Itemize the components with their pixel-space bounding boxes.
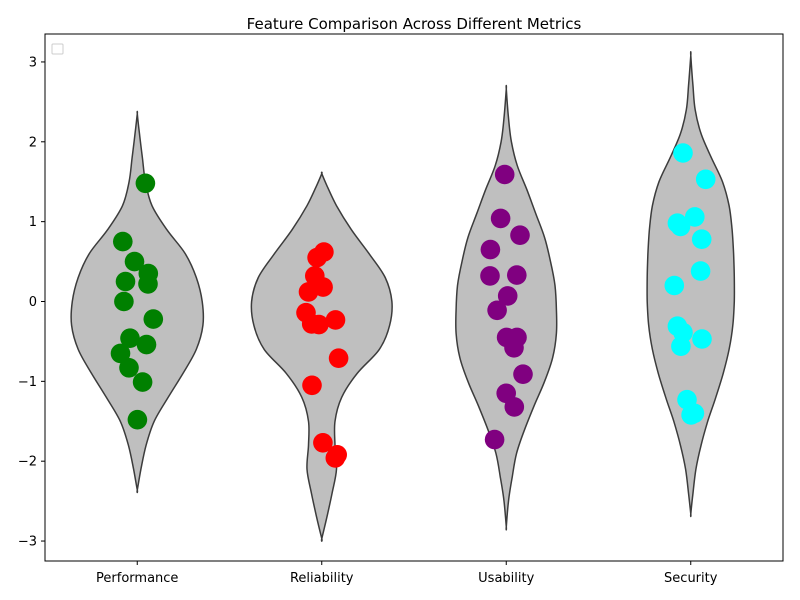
point-usability: [507, 265, 527, 285]
point-reliability: [325, 448, 346, 468]
point-performance: [115, 271, 136, 292]
point-performance: [110, 343, 131, 364]
point-reliability: [298, 282, 319, 302]
point-reliability: [309, 314, 329, 335]
y-tick-label: 1: [29, 215, 37, 230]
chart-title: Feature Comparison Across Different Metr…: [247, 15, 582, 33]
point-performance: [143, 309, 164, 329]
point-performance: [127, 409, 148, 430]
violin-reliability: [250, 171, 393, 543]
x-tick-label: Reliability: [290, 571, 354, 586]
point-reliability: [313, 433, 333, 453]
point-performance: [132, 372, 153, 392]
y-tick-label: 0: [29, 295, 37, 310]
point-security: [673, 143, 693, 163]
points-layer: [110, 143, 716, 468]
point-usability: [497, 286, 518, 306]
point-reliability: [328, 348, 349, 369]
x-axis: Performance Reliability Usability Security: [96, 561, 718, 586]
point-usability: [494, 164, 515, 185]
point-security: [691, 229, 712, 249]
plot-frame: [44, 33, 784, 562]
point-security: [670, 216, 691, 237]
point-usability: [510, 225, 530, 245]
point-performance: [120, 328, 140, 349]
y-tick-label: −2: [18, 455, 37, 470]
y-tick-label: 3: [29, 55, 37, 70]
point-security: [695, 169, 716, 190]
point-reliability: [302, 375, 322, 396]
x-tick-label: Security: [664, 571, 718, 586]
point-security: [685, 207, 705, 227]
point-performance: [135, 173, 156, 194]
point-usability: [487, 300, 507, 321]
x-tick-label: Usability: [478, 571, 534, 586]
point-reliability: [325, 310, 346, 330]
y-tick-label: −3: [18, 535, 37, 550]
y-axis: −3 −2 −1 0 1 2 3: [18, 55, 45, 550]
point-performance: [124, 251, 145, 272]
y-tick-label: 2: [29, 135, 37, 150]
point-usability: [480, 266, 500, 286]
legend-box: [51, 43, 64, 55]
point-usability: [484, 429, 505, 450]
point-performance: [138, 274, 158, 294]
point-performance: [114, 291, 134, 312]
point-security: [671, 336, 691, 357]
violin-performance: [70, 110, 205, 494]
point-security: [664, 275, 685, 296]
point-reliability: [307, 247, 327, 268]
point-usability: [504, 397, 525, 417]
point-usability: [490, 208, 511, 229]
point-usability: [480, 239, 501, 260]
point-usability: [504, 338, 524, 358]
y-tick-label: −1: [18, 375, 37, 390]
point-security: [692, 329, 712, 349]
point-usability: [513, 364, 533, 385]
point-performance: [113, 231, 133, 252]
violin-security: [646, 51, 736, 518]
point-security: [681, 405, 701, 425]
x-tick-label: Performance: [96, 571, 178, 586]
point-performance: [119, 358, 139, 378]
violins-layer: [70, 51, 736, 543]
point-security: [690, 261, 711, 281]
point-performance: [136, 334, 157, 355]
